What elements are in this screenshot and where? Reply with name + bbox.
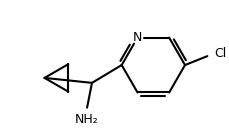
Text: Cl: Cl: [215, 47, 227, 60]
Text: NH₂: NH₂: [75, 113, 99, 126]
Text: N: N: [133, 31, 142, 44]
